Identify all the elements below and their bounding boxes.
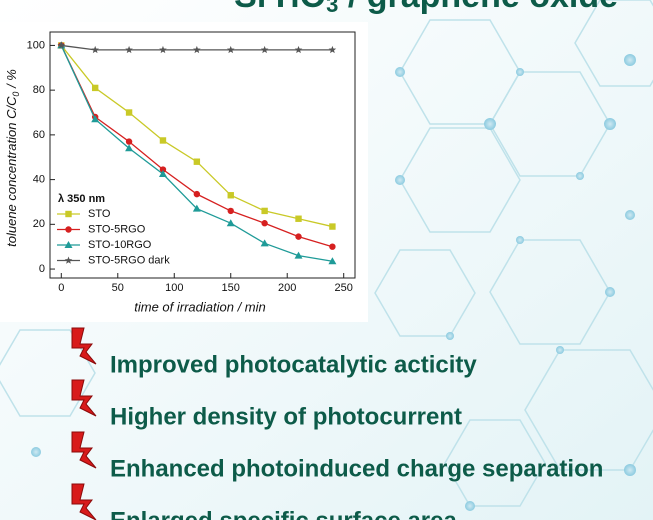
y-axis-label: toluene concentration C/C0 / % — [4, 69, 21, 247]
legend-title: λ 350 nm — [58, 193, 105, 205]
marker — [227, 207, 234, 215]
title: SrTiO3 / graphene oxide — [234, 0, 618, 17]
legend-label: STO-5RGO — [88, 223, 146, 235]
lightning-icon — [71, 379, 97, 417]
marker — [295, 215, 302, 222]
marker — [329, 223, 336, 230]
legend-marker — [65, 226, 72, 233]
bullet-text: Higher density of photocurrent — [110, 403, 462, 430]
x-tick-label: 50 — [112, 282, 124, 294]
node-dots — [31, 54, 636, 511]
marker — [193, 158, 201, 165]
marker — [260, 239, 269, 247]
marker — [226, 45, 235, 54]
marker — [294, 251, 303, 259]
legend-label: STO-10RGO — [88, 239, 152, 251]
bullet-text: Enlarged specific surface area — [110, 507, 457, 520]
marker — [261, 220, 268, 227]
marker — [125, 109, 133, 116]
marker — [91, 84, 99, 92]
bullet-list: Improved photocatalytic acticity Higher d… — [71, 327, 603, 520]
title-part: / graphene oxide — [338, 0, 618, 15]
y-tick-label: 40 — [33, 174, 45, 186]
y-label-subscript: 0 — [11, 92, 21, 97]
plot-frame — [49, 31, 356, 279]
x-axis-label: time of irradiation / min — [134, 299, 266, 314]
title-subscript: 3 — [326, 0, 338, 17]
y-tick-label: 20 — [33, 218, 45, 230]
y-label-part: / % — [4, 69, 19, 91]
marker — [158, 170, 167, 178]
x-tick-label: 100 — [165, 282, 183, 294]
marker — [226, 219, 235, 227]
y-label-part: toluene concentration C/C — [4, 96, 19, 247]
marker — [328, 257, 337, 265]
marker — [261, 207, 268, 215]
marker — [159, 137, 167, 144]
x-tick-label: 200 — [278, 282, 296, 294]
y-tick-label: 0 — [39, 263, 45, 275]
marker — [125, 45, 133, 54]
y-tick-label: 60 — [33, 129, 45, 141]
marker — [125, 138, 133, 145]
lightning-icon — [71, 327, 97, 365]
x-tick-label: 250 — [335, 282, 353, 294]
x-tick-label: 0 — [58, 282, 64, 294]
marker — [193, 45, 201, 54]
marker — [329, 243, 336, 250]
legend-marker — [64, 256, 73, 264]
marker — [91, 115, 100, 123]
marker — [159, 45, 167, 54]
marker — [227, 192, 234, 199]
marker — [192, 204, 201, 212]
y-tick-label: 80 — [33, 84, 45, 96]
marker — [91, 45, 99, 54]
lightning-icon — [71, 483, 97, 520]
legend-label: STO-5RGO dark — [88, 254, 170, 266]
marker — [57, 41, 66, 49]
chart-panel — [0, 22, 368, 322]
marker — [295, 233, 302, 240]
marker — [159, 166, 167, 173]
legend-label: STO — [88, 208, 111, 220]
legend-marker — [64, 241, 73, 248]
title-part: SrTiO — [234, 0, 326, 15]
lightning-icon — [71, 431, 97, 469]
marker — [260, 45, 269, 54]
marker — [125, 144, 134, 152]
bullet-text: Improved photocatalytic acticity — [110, 351, 477, 378]
bullet-text: Enhanced photoinduced charge separation — [110, 455, 603, 482]
marker — [328, 45, 337, 54]
marker — [294, 45, 303, 54]
marker — [193, 190, 201, 198]
y-tick-label: 100 — [27, 39, 45, 51]
x-tick-label: 150 — [222, 282, 240, 294]
legend-marker — [65, 210, 72, 218]
